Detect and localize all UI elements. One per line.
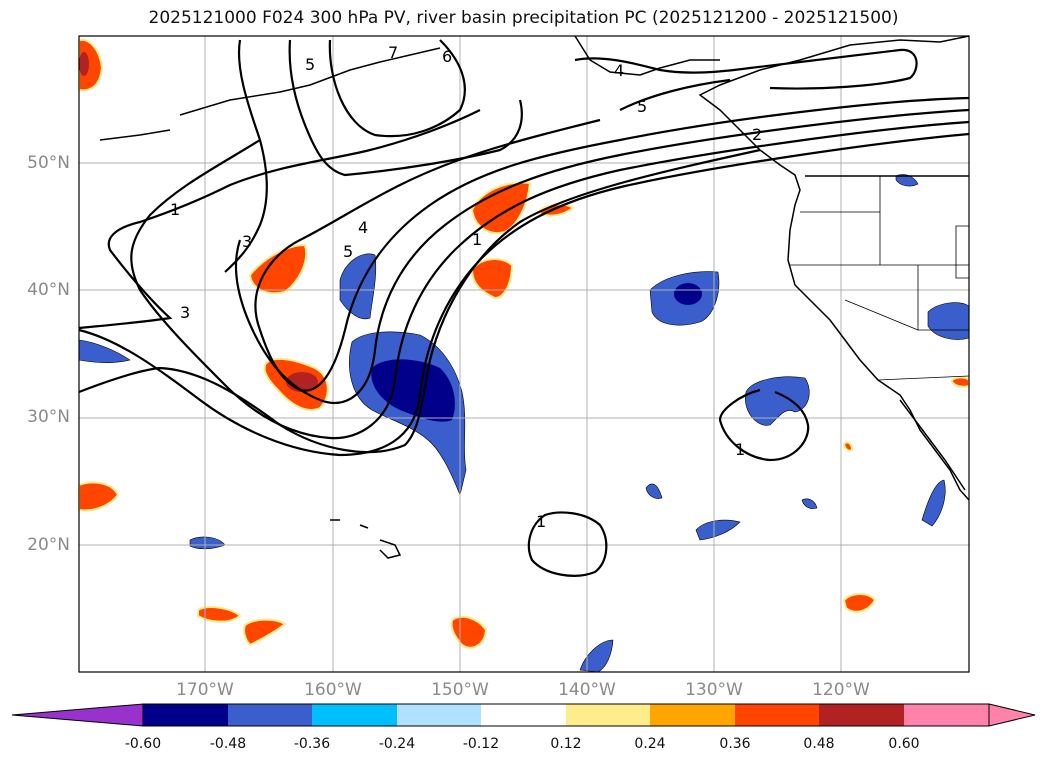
colorbar-tick-label: 0.36	[719, 736, 751, 752]
colorbar-segment	[143, 704, 228, 726]
pv-contour	[527, 511, 608, 577]
lat-label: 20°N	[27, 535, 70, 555]
pv-contour	[288, 39, 523, 177]
map-background	[79, 36, 969, 672]
colorbar-segment	[650, 704, 735, 726]
contour-label: 1	[735, 440, 745, 459]
precip-blob	[645, 483, 663, 499]
contour-label: 4	[614, 61, 624, 80]
colorbar-extend-high	[988, 703, 1036, 727]
contour-label: 2	[752, 125, 762, 144]
colorbar-tick-label: -0.60	[124, 736, 162, 752]
colorbar-segment	[735, 704, 819, 726]
colorbar-extend-low	[11, 703, 144, 727]
lon-label: 140°W	[558, 680, 616, 700]
precip-blob	[695, 519, 741, 541]
colorbar-segment	[481, 704, 566, 726]
pv-contour	[718, 388, 810, 462]
lon-label: 150°W	[431, 680, 489, 700]
precip-blob	[921, 479, 946, 527]
contour-label: 5	[637, 97, 647, 116]
state-borders	[790, 176, 970, 381]
map-frame	[78, 35, 970, 673]
precip-blob	[78, 339, 131, 364]
contour-label: 7	[388, 43, 398, 62]
colorbar	[11, 703, 1036, 727]
precip-blob	[801, 498, 818, 509]
precip-blob	[951, 376, 970, 388]
lon-label: 130°W	[685, 680, 743, 700]
colorbar-tick-label: 0.24	[634, 736, 666, 752]
colorbar-tick-label: 0.60	[888, 736, 920, 752]
colorbar-tick-label: -0.48	[209, 736, 247, 752]
pv-contour	[574, 48, 918, 90]
colorbar-segment	[904, 704, 989, 726]
map-title: 2025121000 F024 300 hPa PV, river basin …	[148, 8, 899, 28]
pv-contour	[78, 148, 761, 454]
colorbar-tick-label: 0.12	[550, 736, 582, 752]
coastlines	[99, 35, 970, 559]
contour-labels: 1 1 1 1 2 3 3 4 4 5 5 5 6 7	[170, 43, 762, 531]
pv-contour	[78, 109, 481, 330]
lon-label: 170°W	[176, 680, 234, 700]
colorbar-tick-label: 0.48	[803, 736, 835, 752]
contour-label: 6	[442, 47, 452, 66]
precip-blob	[895, 174, 919, 187]
contour-label: 5	[305, 55, 315, 74]
pv-contour	[619, 78, 731, 111]
pv-contours	[78, 39, 970, 577]
pv-contour	[130, 120, 970, 440]
pv-contour	[78, 132, 970, 457]
pv-contour	[224, 39, 268, 273]
precip-blob	[248, 243, 308, 295]
colorbar-segment	[566, 704, 650, 726]
precip-blob	[339, 253, 377, 320]
contour-label: 1	[170, 200, 180, 219]
pv-contour	[254, 96, 970, 392]
precip-blob	[842, 441, 854, 452]
colorbar-tick-label: -0.12	[462, 736, 500, 752]
colorbar-tick-label: -0.24	[378, 736, 416, 752]
lon-label: 120°W	[812, 680, 870, 700]
precip-blob	[79, 52, 89, 76]
precip-blob	[842, 593, 877, 613]
graticule	[79, 36, 969, 672]
contour-label: 3	[180, 303, 190, 322]
contour-label: 1	[536, 512, 546, 531]
precip-blob	[243, 618, 287, 647]
precip-blob	[745, 376, 810, 426]
precip-blob	[78, 481, 120, 512]
precip-blob	[371, 359, 455, 422]
lat-label: 30°N	[27, 407, 70, 427]
lon-label: 160°W	[304, 680, 362, 700]
pv-contour	[328, 39, 466, 138]
precip-blob	[674, 283, 702, 305]
lat-label: 50°N	[27, 153, 70, 173]
lat-label: 40°N	[27, 280, 70, 300]
contour-label: 4	[358, 218, 368, 237]
colorbar-outline	[142, 703, 990, 727]
precip-blob	[470, 181, 532, 234]
pv-contour	[234, 108, 970, 405]
precip-negative-areas	[78, 174, 970, 673]
colorbar-segment	[819, 704, 904, 726]
contour-label: 5	[343, 242, 353, 261]
colorbar-segment	[397, 704, 481, 726]
colorbar-segment	[228, 704, 312, 726]
precip-blob	[470, 258, 514, 300]
colorbar-tick-label: -0.36	[293, 736, 331, 752]
colorbar-segment	[312, 704, 397, 726]
contour-label: 1	[472, 230, 482, 249]
contour-label: 3	[242, 232, 252, 251]
